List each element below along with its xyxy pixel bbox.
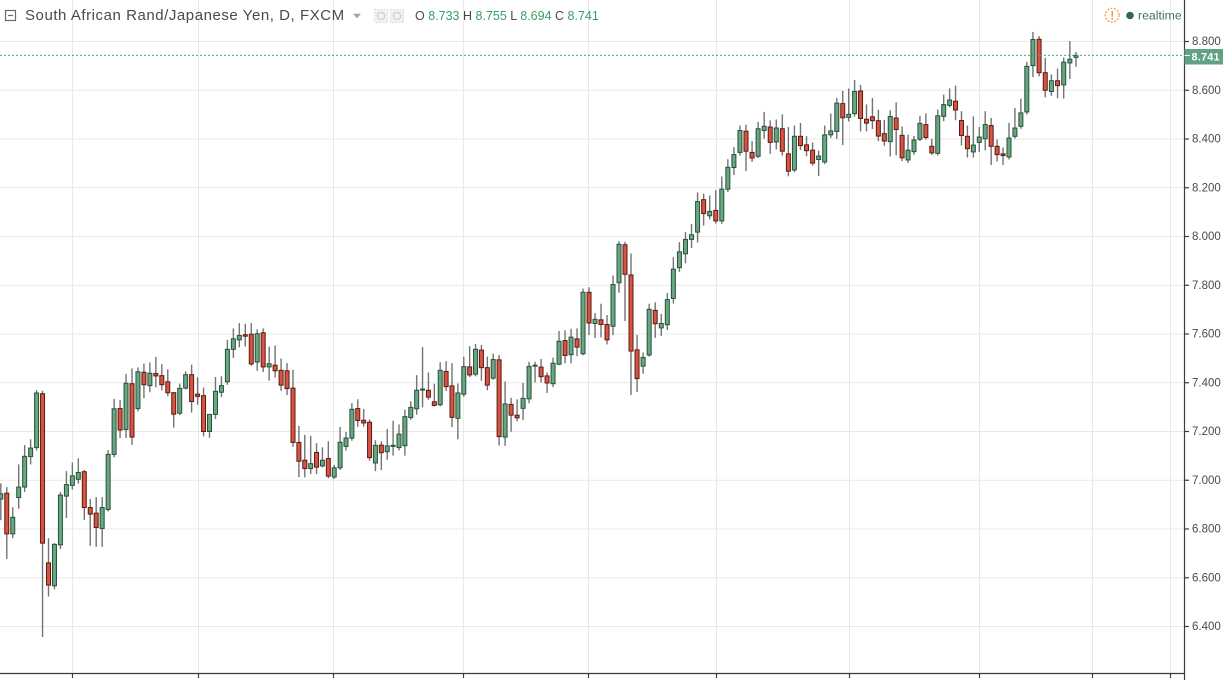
svg-text:7.000: 7.000 [1192, 475, 1221, 487]
svg-text:8.600: 8.600 [1192, 85, 1221, 97]
svg-text:8.000: 8.000 [1192, 231, 1221, 243]
svg-text:8.400: 8.400 [1192, 134, 1221, 146]
svg-text:7.200: 7.200 [1192, 426, 1221, 438]
svg-text:7.800: 7.800 [1192, 280, 1221, 292]
svg-text:8.741: 8.741 [1192, 52, 1220, 64]
svg-text:6.800: 6.800 [1192, 524, 1221, 536]
svg-text:8.200: 8.200 [1192, 182, 1221, 194]
svg-text:!: ! [1110, 9, 1114, 23]
svg-text:realtime: realtime [1138, 9, 1182, 23]
svg-text:8.800: 8.800 [1192, 36, 1221, 48]
svg-text:7.600: 7.600 [1192, 329, 1221, 341]
svg-text:6.400: 6.400 [1192, 621, 1221, 633]
svg-text:O 8.733 H 8.755 L 8.694 C 8.74: O 8.733 H 8.755 L 8.694 C 8.741 [415, 9, 599, 23]
svg-text:6.600: 6.600 [1192, 572, 1221, 584]
svg-text:South African Rand/Japanese Ye: South African Rand/Japanese Yen, D, FXCM [25, 7, 345, 24]
svg-text:7.400: 7.400 [1192, 377, 1221, 389]
